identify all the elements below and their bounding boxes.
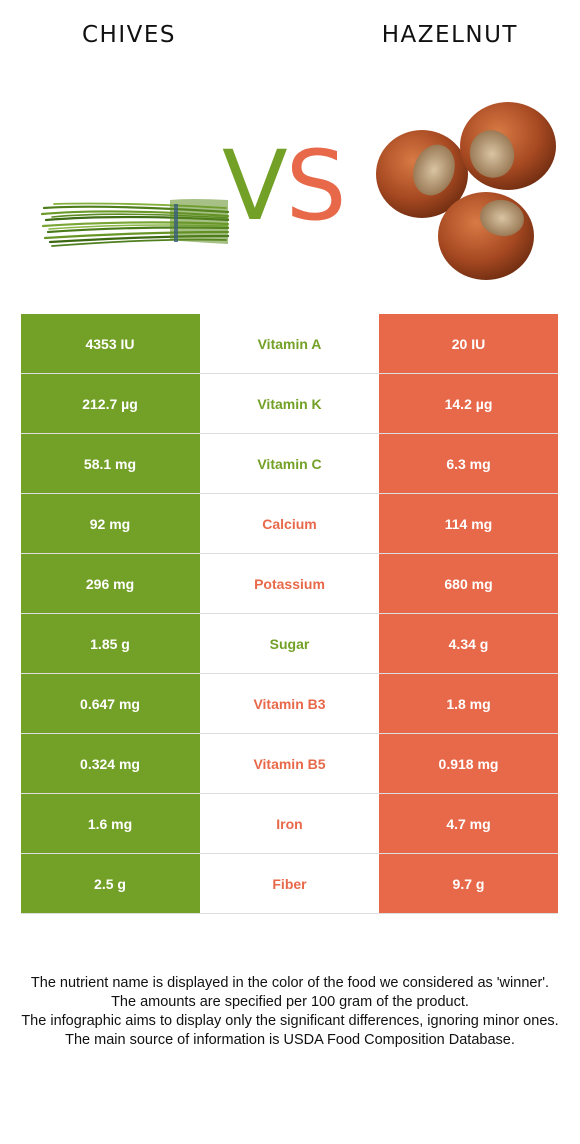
right-value: 114 mg: [379, 494, 558, 553]
footer-line-3: The infographic aims to display only the…: [21, 1013, 559, 1029]
footer-line-4: The main source of information is USDA F…: [65, 1032, 515, 1048]
nutrient-name: Calcium: [200, 494, 379, 553]
hazelnut-image: [376, 102, 556, 280]
table-row: 92 mg Calcium 114 mg: [21, 494, 558, 554]
left-value: 58.1 mg: [21, 434, 200, 493]
table-row: 0.324 mg Vitamin B5 0.918 mg: [21, 734, 558, 794]
right-value: 9.7 g: [379, 854, 558, 913]
right-value: 6.3 mg: [379, 434, 558, 493]
table-row: 1.85 g Sugar 4.34 g: [21, 614, 558, 674]
nutrient-name: Fiber: [200, 854, 379, 913]
vs-v: V: [222, 130, 288, 242]
nutrient-name: Vitamin A: [200, 314, 379, 373]
right-value: 1.8 mg: [379, 674, 558, 733]
right-value: 680 mg: [379, 554, 558, 613]
left-value: 4353 IU: [21, 314, 200, 373]
nutrient-name: Potassium: [200, 554, 379, 613]
table-row: 212.7 µg Vitamin K 14.2 µg: [21, 374, 558, 434]
left-food-title: CHIVES: [82, 22, 177, 48]
table-row: 296 mg Potassium 680 mg: [21, 554, 558, 614]
left-value: 1.6 mg: [21, 794, 200, 853]
nutrient-name: Vitamin B5: [200, 734, 379, 793]
left-value: 92 mg: [21, 494, 200, 553]
right-value: 20 IU: [379, 314, 558, 373]
footer-line-1: The nutrient name is displayed in the co…: [30, 975, 550, 991]
table-row: 1.6 mg Iron 4.7 mg: [21, 794, 558, 854]
right-food-title: HAZELNUT: [381, 22, 518, 48]
left-value: 0.647 mg: [21, 674, 200, 733]
comparison-table: 4353 IU Vitamin A 20 IU 212.7 µg Vitamin K 14…: [21, 314, 558, 914]
nutrient-name: Vitamin B3: [200, 674, 379, 733]
footer-line-2: The amounts are specified per 100 gram o…: [111, 994, 469, 1010]
right-value: 4.34 g: [379, 614, 558, 673]
table-row: 0.647 mg Vitamin B3 1.8 mg: [21, 674, 558, 734]
left-value: 0.324 mg: [21, 734, 200, 793]
vs-s: S: [285, 130, 347, 242]
nutrient-name: Iron: [200, 794, 379, 853]
table-row: 2.5 g Fiber 9.7 g: [21, 854, 558, 914]
footer-notes: The nutrient name is displayed in the co…: [10, 974, 570, 1050]
nutrient-name: Vitamin C: [200, 434, 379, 493]
header: CHIVES HAZELNUT VS: [0, 0, 580, 300]
vs-label: VS: [222, 138, 347, 234]
left-value: 1.85 g: [21, 614, 200, 673]
chives-image: [40, 199, 230, 247]
right-value: 14.2 µg: [379, 374, 558, 433]
nutrient-name: Sugar: [200, 614, 379, 673]
table-row: 58.1 mg Vitamin C 6.3 mg: [21, 434, 558, 494]
right-value: 4.7 mg: [379, 794, 558, 853]
right-value: 0.918 mg: [379, 734, 558, 793]
left-value: 212.7 µg: [21, 374, 200, 433]
table-row: 4353 IU Vitamin A 20 IU: [21, 314, 558, 374]
left-value: 296 mg: [21, 554, 200, 613]
left-value: 2.5 g: [21, 854, 200, 913]
nutrient-name: Vitamin K: [200, 374, 379, 433]
